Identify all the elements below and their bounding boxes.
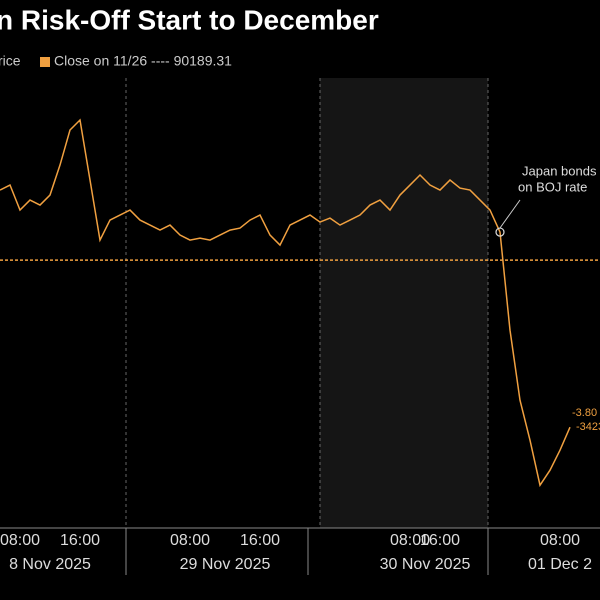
x-tick-label: 08:00 [540, 532, 580, 549]
legend-label: rice [0, 53, 21, 69]
date-label: 30 Nov 2025 [380, 556, 471, 573]
x-tick-label: 08:00 [390, 532, 430, 549]
date-label: 01 Dec 2 [528, 556, 592, 573]
axis-dividers [0, 527, 600, 575]
session-dividers [125, 78, 489, 528]
session-shade [320, 78, 488, 528]
end-label: -3.80 [572, 407, 597, 419]
x-tick-label: 16:00 [420, 532, 460, 549]
date-label: 29 Nov 2025 [180, 556, 271, 573]
x-tick-label: 08:00 [0, 532, 40, 549]
annotation-point [495, 227, 505, 237]
chart-title: n Risk-Off Start to December [0, 4, 379, 35]
legend-label: Close on 11/26 ---- 90189.31 [54, 53, 232, 69]
x-tick-label: 08:00 [170, 532, 210, 549]
x-tick-label: 16:00 [240, 532, 280, 549]
date-label: 8 Nov 2025 [9, 556, 91, 573]
end-label: -3423 [576, 421, 600, 433]
annotation: on BOJ rate [518, 179, 587, 194]
price-line [0, 118, 571, 488]
annotation: Japan bonds [522, 163, 597, 178]
x-tick-label: 16:00 [60, 532, 100, 549]
annotation-leader [499, 199, 521, 229]
legend-swatch [40, 57, 50, 67]
